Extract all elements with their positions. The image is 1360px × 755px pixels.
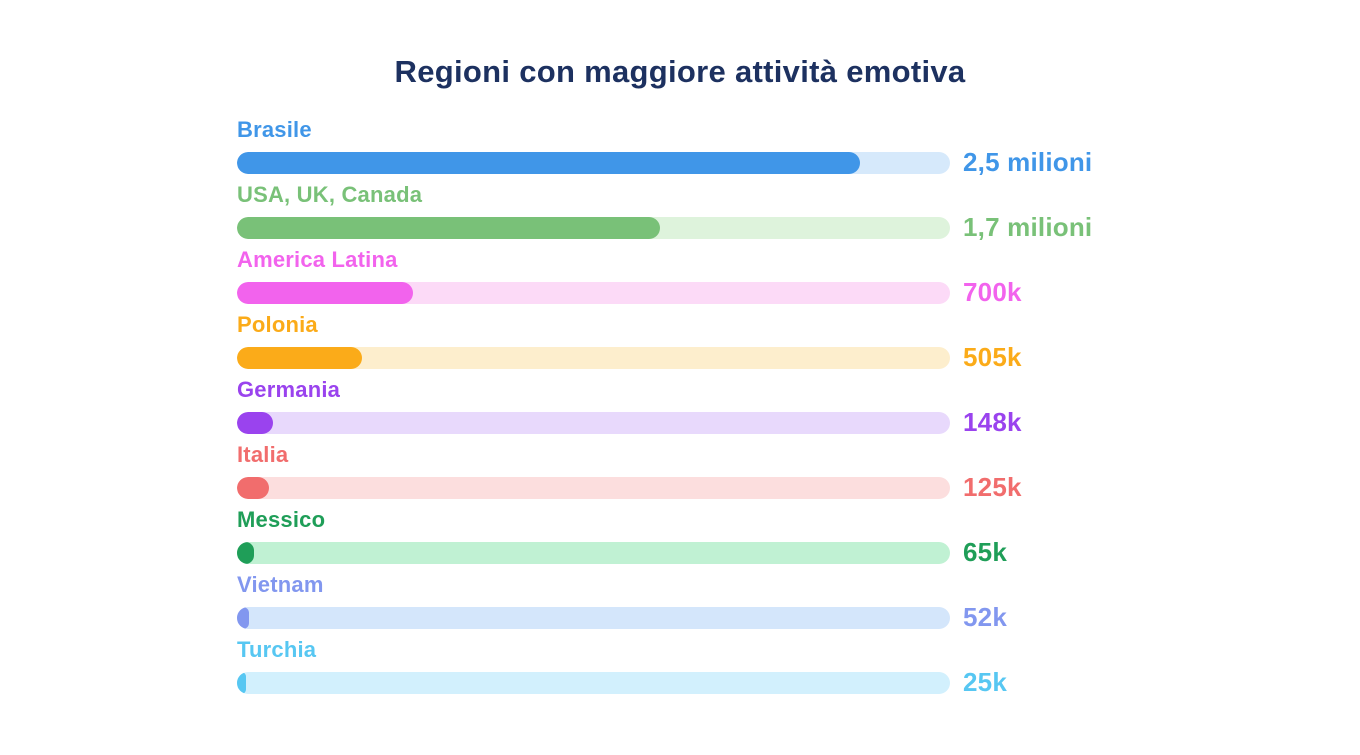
value-label: 2,5 milioni xyxy=(963,147,1093,177)
region-label: Italia xyxy=(237,442,289,467)
chart-row: America Latina 700k xyxy=(237,247,1137,312)
bar-track xyxy=(237,476,950,499)
bar-track xyxy=(237,281,950,304)
bar-track xyxy=(237,606,950,629)
bar-fill xyxy=(237,606,250,629)
chart-row: Turchia 25k xyxy=(237,637,1137,702)
chart-row: Germania 148k xyxy=(237,377,1137,442)
bar-line: 1,7 milioni xyxy=(237,212,1137,243)
bar-fill xyxy=(237,281,414,304)
region-label: Brasile xyxy=(237,117,312,142)
value-label: 148k xyxy=(963,407,1022,437)
bar-fill xyxy=(237,346,362,369)
bar-line: 505k xyxy=(237,342,1137,373)
bar-fill xyxy=(237,541,255,564)
chart-title: Regioni con maggiore attività emotiva xyxy=(394,54,966,89)
value-label: 125k xyxy=(963,472,1022,502)
region-label: Polonia xyxy=(237,312,318,337)
bar-line: 148k xyxy=(237,407,1137,438)
value-label: 1,7 milioni xyxy=(963,212,1093,242)
bar-track xyxy=(237,151,950,174)
chart-row: Vietnam 52k xyxy=(237,572,1137,637)
value-label: 505k xyxy=(963,342,1022,372)
bar-fill xyxy=(237,151,861,174)
chart-row: Italia 125k xyxy=(237,442,1137,507)
bar-chart: Brasile 2,5 milioni USA, UK, Canada 1,7 mil… xyxy=(237,117,1137,702)
bar-line: 125k xyxy=(237,472,1137,503)
bar-line: 700k xyxy=(237,277,1137,308)
chart-row: Messico 65k xyxy=(237,507,1137,572)
value-label: 52k xyxy=(963,602,1007,632)
bar-fill xyxy=(237,476,270,499)
bar-track xyxy=(237,216,950,239)
bar-fill xyxy=(237,411,273,434)
region-label: USA, UK, Canada xyxy=(237,182,423,207)
value-label: 700k xyxy=(963,277,1022,307)
region-label: Germania xyxy=(237,377,341,402)
region-label: Vietnam xyxy=(237,572,324,597)
bar-fill xyxy=(237,671,246,694)
region-label: America Latina xyxy=(237,247,398,272)
bar-line: 52k xyxy=(237,602,1137,633)
region-label: Turchia xyxy=(237,637,317,662)
bar-track xyxy=(237,671,950,694)
region-label: Messico xyxy=(237,507,326,532)
bar-line: 2,5 milioni xyxy=(237,147,1137,178)
bar-track xyxy=(237,346,950,369)
value-label: 25k xyxy=(963,667,1007,697)
bar-track xyxy=(237,411,950,434)
chart-row: Polonia 505k xyxy=(237,312,1137,377)
value-label: 65k xyxy=(963,537,1007,567)
bar-line: 25k xyxy=(237,667,1137,698)
chart-row: Brasile 2,5 milioni xyxy=(237,117,1137,182)
bar-line: 65k xyxy=(237,537,1137,568)
chart-row: USA, UK, Canada 1,7 milioni xyxy=(237,182,1137,247)
bar-fill xyxy=(237,216,660,239)
bar-track xyxy=(237,541,950,564)
